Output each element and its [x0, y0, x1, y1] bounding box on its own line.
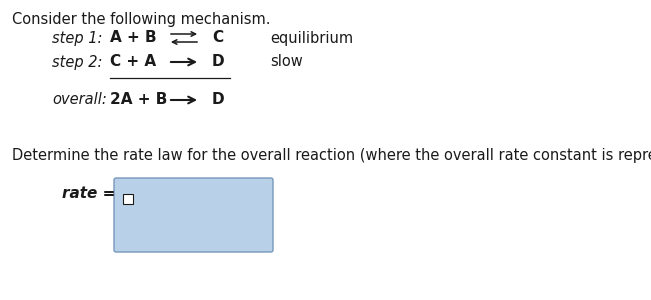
Text: C + A: C + A [110, 55, 156, 70]
Text: C: C [212, 31, 223, 46]
Text: rate =: rate = [62, 185, 115, 200]
Text: step 1:: step 1: [52, 31, 102, 46]
Text: overall:: overall: [52, 92, 107, 107]
Text: 2A + B: 2A + B [110, 92, 167, 107]
FancyBboxPatch shape [114, 178, 273, 252]
Bar [123, 194, 133, 204]
Text: equilibrium: equilibrium [270, 31, 353, 46]
Text: Consider the following mechanism.: Consider the following mechanism. [12, 12, 271, 27]
Text: D: D [212, 55, 225, 70]
Text: step 2:: step 2: [52, 55, 102, 70]
Text: Determine the rate law for the overall reaction (where the overall rate constant: Determine the rate law for the overall r… [12, 148, 651, 163]
Text: D: D [212, 92, 225, 107]
Text: A + B: A + B [110, 31, 157, 46]
Text: slow: slow [270, 55, 303, 70]
